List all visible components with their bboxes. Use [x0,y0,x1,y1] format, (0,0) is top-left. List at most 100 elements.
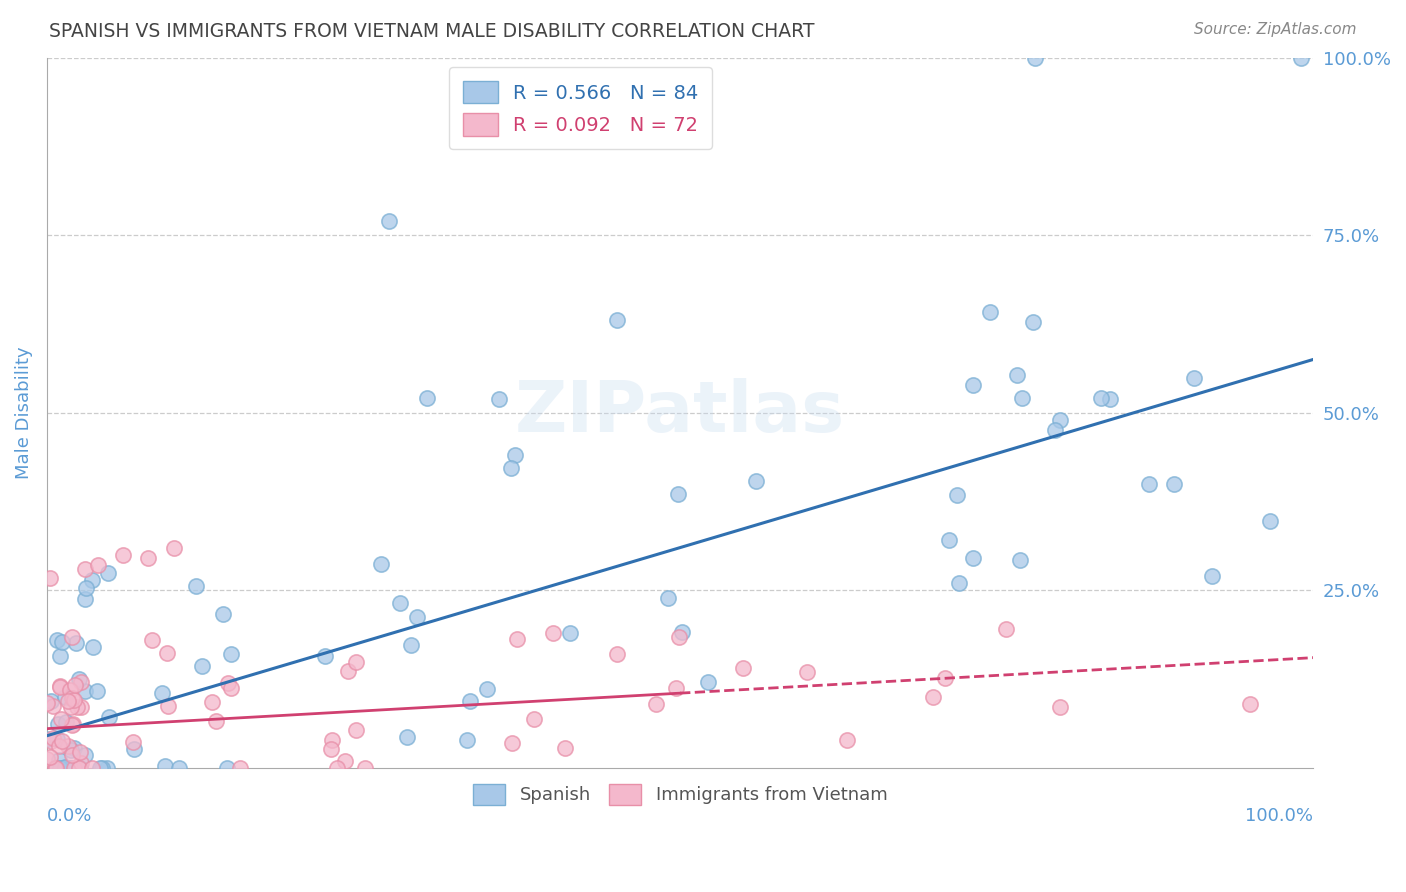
Point [39,750,62,764]
Point [39,571,62,585]
Point [65,700,87,714]
Point [73,592,96,607]
Point [370,557,392,571]
Point [60,748,83,763]
Point [475,681,498,696]
Point [55,761,77,775]
Point [51,734,73,748]
Point [55,714,77,729]
Point [69,761,91,775]
Point [184,579,207,593]
Point [70,675,93,690]
Point [162,541,184,555]
Text: Source: ZipAtlas.com: Source: ZipAtlas.com [1194,22,1357,37]
Point [962,551,984,566]
Point [60,718,83,732]
Point [337,665,360,679]
Point [153,758,176,772]
Point [994,623,1017,637]
Point [45,761,67,775]
Point [60,700,83,714]
Point [389,596,412,610]
Point [321,742,343,756]
Point [48,761,70,775]
Point [344,655,367,669]
Point [671,624,693,639]
Point [1137,476,1160,491]
Point [60,743,83,757]
Point [97,566,120,580]
Point [73,562,96,576]
Point [59,761,82,775]
Point [948,576,970,591]
Point [53,690,76,705]
Point [219,681,242,695]
Point [59,683,82,698]
Point [505,448,527,462]
Point [744,475,766,489]
Point [506,632,529,646]
Point [217,675,239,690]
Point [665,681,688,696]
Point [1049,700,1071,714]
Point [90,761,112,775]
Point [98,710,121,724]
Point [458,694,481,708]
Point [122,741,145,756]
Point [80,761,103,775]
Point [150,685,173,699]
Point [122,735,145,749]
Text: 0.0%: 0.0% [46,806,93,825]
Point [1239,697,1261,711]
Point [86,683,108,698]
Point [200,695,222,709]
Point [59,761,82,775]
Point [644,698,666,712]
Point [167,761,190,775]
Point [1201,569,1223,583]
Point [73,684,96,698]
Legend: Spanish, Immigrants from Vietnam: Spanish, Immigrants from Vietnam [465,777,894,812]
Point [378,214,401,228]
Point [80,574,103,588]
Point [73,747,96,762]
Point [401,638,423,652]
Point [65,677,87,691]
Point [333,754,356,768]
Point [205,714,228,729]
Point [212,607,235,621]
Point [49,713,72,727]
Point [606,647,628,661]
Point [51,635,73,649]
Point [39,733,62,747]
Point [946,488,969,502]
Point [53,759,76,773]
Point [37,696,59,710]
Point [229,761,252,775]
Point [353,761,375,775]
Point [1289,51,1312,65]
Point [314,649,336,664]
Point [488,392,510,407]
Point [69,745,91,759]
Point [63,693,86,707]
Point [1163,476,1185,491]
Point [733,661,755,675]
Point [1049,413,1071,427]
Point [1099,392,1122,406]
Point [58,694,80,708]
Point [42,731,65,745]
Point [45,732,67,747]
Point [35,752,58,766]
Point [141,632,163,647]
Point [558,625,581,640]
Point [86,558,108,573]
Text: ZIPatlas: ZIPatlas [515,378,845,447]
Point [63,740,86,755]
Point [65,635,87,649]
Point [321,733,343,747]
Point [1043,423,1066,437]
Point [835,732,858,747]
Point [67,761,90,775]
Point [45,761,67,775]
